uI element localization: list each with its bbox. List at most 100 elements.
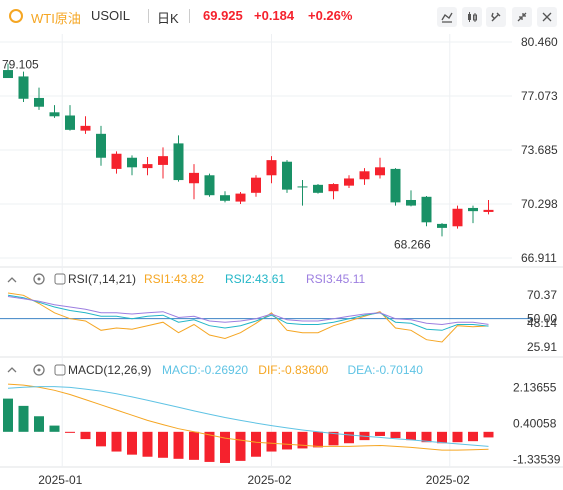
- candle-body[interactable]: [313, 184, 323, 193]
- candle-body[interactable]: [266, 160, 277, 176]
- candle-body[interactable]: [142, 164, 153, 169]
- macd-histogram-bar[interactable]: [251, 431, 261, 457]
- rsi-series-line[interactable]: [7, 294, 489, 331]
- divider: [148, 9, 149, 23]
- rsi-collapse-icon[interactable]: [7, 277, 17, 283]
- macd-histogram-bar[interactable]: [421, 431, 432, 443]
- candle-body[interactable]: [437, 223, 447, 228]
- macd-title: MACD(12,26,9): [68, 363, 151, 377]
- candle-body[interactable]: [483, 209, 494, 212]
- macd-pane[interactable]: 2.13655 0.40058 -1.33539 MACD:-0.26920 DIF:-…: [3, 363, 561, 467]
- chart-area[interactable]: 80.460 77.073 73.685 70.298 66.911 79.105 68.2…: [0, 34, 563, 490]
- macd-histogram-bar[interactable]: [158, 431, 168, 458]
- macd-histogram-bar[interactable]: [18, 405, 29, 432]
- x-tick-label: 2025-01: [38, 473, 82, 487]
- candle-body[interactable]: [65, 115, 75, 130]
- x-axis: 2025-01 2025-02 2025-02: [38, 473, 470, 487]
- candle-body[interactable]: [220, 195, 230, 201]
- candle-body[interactable]: [452, 208, 463, 227]
- price-tick-label: 73.685: [521, 143, 558, 157]
- indicator-headers: RSI(7,14,21) MACD(12,26,9): [7, 272, 151, 377]
- rsi-series-line[interactable]: [7, 292, 489, 343]
- candle-body[interactable]: [96, 133, 106, 158]
- macd-histogram-bar[interactable]: [375, 431, 385, 436]
- macd-dea-line[interactable]: [7, 386, 489, 447]
- macd-histogram-bar[interactable]: [406, 431, 416, 441]
- macd-histogram-bar[interactable]: [49, 425, 60, 432]
- macd-histogram-bar[interactable]: [65, 431, 75, 433]
- candle-body[interactable]: [173, 143, 184, 181]
- macd-histogram-bar[interactable]: [142, 431, 153, 457]
- rsi-info-icon[interactable]: [54, 273, 66, 285]
- candle-body[interactable]: [344, 178, 354, 186]
- macd-collapse-icon[interactable]: [7, 367, 17, 373]
- candle-body[interactable]: [111, 153, 122, 169]
- candlestick-pane[interactable]: 80.460 77.073 73.685 70.298 66.911 79.105 68.2…: [2, 35, 558, 265]
- candle-body[interactable]: [328, 184, 339, 192]
- macd-histogram-bar[interactable]: [173, 431, 184, 459]
- macd-histogram-bar[interactable]: [235, 431, 246, 461]
- rsi-series-line[interactable]: [7, 296, 489, 326]
- macd-histogram-bar[interactable]: [96, 431, 106, 447]
- macd-histogram-bar[interactable]: [127, 431, 137, 455]
- candle-body[interactable]: [251, 177, 261, 193]
- macd-histogram-bar[interactable]: [3, 398, 13, 432]
- candle-body[interactable]: [297, 186, 308, 188]
- candle-body[interactable]: [421, 196, 432, 223]
- symbol-code[interactable]: USOIL: [91, 8, 131, 23]
- shrink-button[interactable]: [512, 7, 532, 27]
- line-tool-button[interactable]: [437, 7, 457, 27]
- macd-histogram-bar[interactable]: [468, 431, 478, 442]
- macd-histogram-bar[interactable]: [189, 431, 199, 460]
- period-selector[interactable]: 日K: [157, 11, 179, 26]
- chart-header: WTI原油 USOIL 日K 69.925 +0.184 +0.26%: [0, 0, 563, 34]
- macd-histogram-bar[interactable]: [266, 431, 277, 452]
- macd-histogram-bar[interactable]: [204, 431, 215, 462]
- macd-histogram-bar[interactable]: [390, 431, 401, 439]
- macd-settings-icon[interactable]: [33, 364, 45, 376]
- rsi-settings-icon[interactable]: [33, 273, 45, 285]
- candle-body[interactable]: [18, 76, 29, 99]
- candle-type-icon: [468, 12, 477, 22]
- candle-body[interactable]: [359, 171, 370, 180]
- macd-dif-line[interactable]: [7, 383, 489, 451]
- macd-tick-label: 0.40058: [513, 417, 557, 431]
- macd-histogram-bar[interactable]: [34, 416, 44, 432]
- macd-histogram-bar[interactable]: [297, 431, 308, 449]
- macd-histogram-bar[interactable]: [437, 431, 447, 444]
- macd-histogram-bar[interactable]: [282, 431, 292, 450]
- x-tick-label: 2025-02: [426, 473, 470, 487]
- low-annotation: 68.266: [394, 237, 431, 251]
- symbol-name[interactable]: WTI原油: [31, 11, 81, 26]
- candle-body[interactable]: [468, 207, 478, 212]
- candle-body[interactable]: [406, 199, 416, 206]
- candle-body[interactable]: [127, 157, 137, 168]
- symbol-icon: [9, 9, 23, 23]
- fullscreen-button[interactable]: [537, 7, 557, 27]
- macd-histogram-bar[interactable]: [80, 431, 91, 440]
- line-tool-icon: [441, 12, 453, 23]
- candle-body[interactable]: [49, 112, 60, 117]
- macd-histogram-bar[interactable]: [344, 431, 354, 444]
- candle-body[interactable]: [3, 70, 13, 79]
- macd-histogram-bar[interactable]: [220, 431, 230, 463]
- candle-body[interactable]: [390, 168, 401, 203]
- candle-body[interactable]: [158, 156, 168, 165]
- macd-histogram-bar[interactable]: [328, 431, 339, 446]
- macd-histogram-bar[interactable]: [111, 431, 122, 452]
- macd-histogram-bar[interactable]: [313, 431, 323, 448]
- candle-body[interactable]: [204, 175, 215, 196]
- tools-button[interactable]: [486, 7, 506, 27]
- x-tick-label: 2025-02: [248, 473, 292, 487]
- candle-body[interactable]: [34, 97, 44, 107]
- candle-body[interactable]: [282, 161, 292, 190]
- candle-body[interactable]: [80, 125, 91, 131]
- macd-info-icon[interactable]: [54, 364, 66, 376]
- macd-histogram-bar[interactable]: [452, 431, 463, 443]
- candle-body[interactable]: [235, 193, 246, 202]
- macd-histogram-bar[interactable]: [483, 431, 494, 438]
- candle-type-button[interactable]: [462, 7, 482, 27]
- candle-body[interactable]: [189, 172, 199, 184]
- candle-body[interactable]: [375, 167, 385, 176]
